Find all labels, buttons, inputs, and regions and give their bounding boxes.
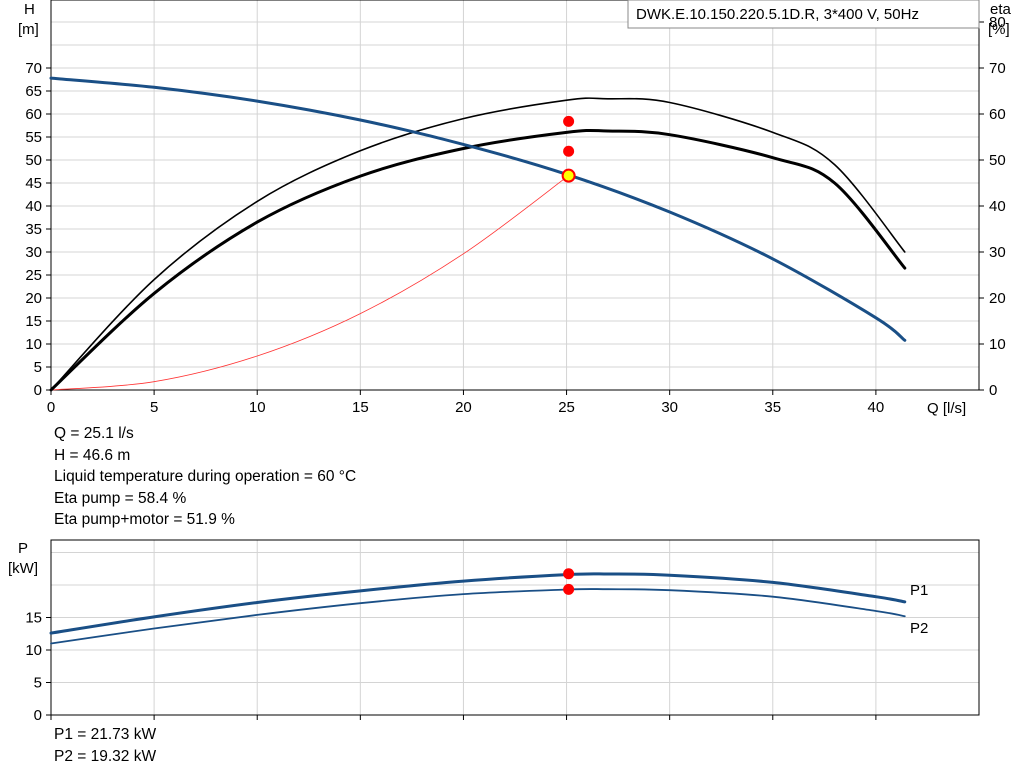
eta-pump-motor-curve (49, 128, 907, 392)
x-tick-label: 5 (150, 399, 158, 416)
power-y-tick-label: 0 (34, 707, 42, 724)
y-left-tick-label: 60 (25, 106, 42, 123)
y-right-tick-label: 0 (989, 382, 997, 399)
y-left-tick-label: 20 (25, 290, 42, 307)
head-curve (49, 76, 907, 342)
y-left-label-line2: [m] (18, 21, 39, 38)
series-label-p1: P1 (910, 582, 928, 599)
bottom-chart-frame (50, 539, 980, 716)
x-tick-label: 40 (868, 399, 885, 416)
info-p2: P2 = 19.32 kW (54, 747, 157, 765)
x-tick-label: 0 (47, 399, 55, 416)
x-tick-label: 25 (558, 399, 575, 416)
y-left-tick-label: 70 (25, 60, 42, 77)
y-left-tick-label: 15 (25, 313, 42, 330)
power-y-tick-label: 5 (34, 675, 42, 692)
p1-curve (49, 572, 907, 635)
y-right-tick-label: 20 (989, 290, 1006, 307)
y-left-tick-label: 65 (25, 83, 42, 100)
y-right-tick-label: 60 (989, 106, 1006, 123)
x-tick-label: 15 (352, 399, 369, 416)
info-head: H = 46.6 m (54, 446, 131, 464)
system-curve-curve (50, 175, 569, 391)
y-left-label-line1: H (24, 1, 35, 18)
duty-point-p2 (563, 583, 575, 595)
y-right-tick-label: 30 (989, 244, 1006, 261)
series-label-p2: P2 (910, 620, 928, 637)
duty-point-p1 (563, 568, 575, 580)
x-tick-label: 30 (661, 399, 678, 416)
model-label: DWK.E.10.150.220.5.1D.R, 3*400 V, 50Hz (636, 6, 919, 23)
y-right-label-line2: [%] (988, 21, 1010, 38)
duty-point-eta-pump-motor (563, 145, 575, 157)
info-flow: Q = 25.1 l/s (54, 425, 134, 442)
y-right-label-line1: eta (990, 1, 1012, 18)
operating-point-info: Q = 25.1 l/s H = 46.6 m Liquid temperatu… (54, 423, 356, 531)
duty-point-eta-pump (563, 115, 575, 127)
y-right-tick-label: 80 (989, 14, 1006, 31)
info-eta-pump: Eta pump = 58.4 % (54, 489, 187, 507)
y-left-tick-label: 55 (25, 129, 42, 146)
x-axis-label: Q [l/s] (927, 400, 966, 417)
y-right-tick-label: 40 (989, 198, 1006, 215)
x-tick-label: 35 (764, 399, 781, 416)
duty-points (561, 115, 576, 595)
info-p1: P1 = 21.73 kW (54, 726, 157, 743)
y-left-tick-label: 35 (25, 221, 42, 238)
x-tick-label: 10 (249, 399, 266, 416)
y-left-tick-label: 30 (25, 244, 42, 261)
y-left-tick-label: 10 (25, 336, 42, 353)
axis-ticks: 0 5 10 15 20 25 30 35 40051015202530354045505560… (25, 14, 1006, 724)
chart-curves (49, 76, 907, 645)
power-y-label-line1: P (18, 540, 28, 557)
y-left-tick-label: 25 (25, 267, 42, 284)
model-label-box (627, 0, 980, 29)
top-chart-grid (51, 0, 979, 390)
y-right-tick-label: 50 (989, 152, 1006, 169)
x-tick-label: 20 (455, 399, 472, 416)
y-left-tick-label: 50 (25, 152, 42, 169)
power-y-tick-label: 15 (25, 610, 42, 627)
y-left-tick-label: 40 (25, 198, 42, 215)
y-left-tick-label: 0 (34, 382, 42, 399)
y-left-tick-label: 5 (34, 359, 42, 376)
p2-curve (50, 588, 906, 645)
y-left-tick-label: 45 (25, 175, 42, 192)
info-temperature: Liquid temperature during operation = 60… (54, 468, 357, 485)
y-right-tick-label: 70 (989, 60, 1006, 77)
power-y-label-line2: [kW] (8, 560, 38, 577)
power-y-tick-label: 10 (25, 642, 42, 659)
bottom-chart-grid (51, 540, 979, 715)
eta-pump-curve (50, 97, 906, 391)
duty-point-head (561, 168, 576, 183)
power-info: P1 = 21.73 kW P2 = 19.32 kW (54, 724, 156, 767)
info-eta-pump-motor: Eta pump+motor = 51.9 % (54, 511, 235, 528)
y-right-tick-label: 10 (989, 336, 1006, 353)
top-chart-frame (50, 0, 980, 391)
